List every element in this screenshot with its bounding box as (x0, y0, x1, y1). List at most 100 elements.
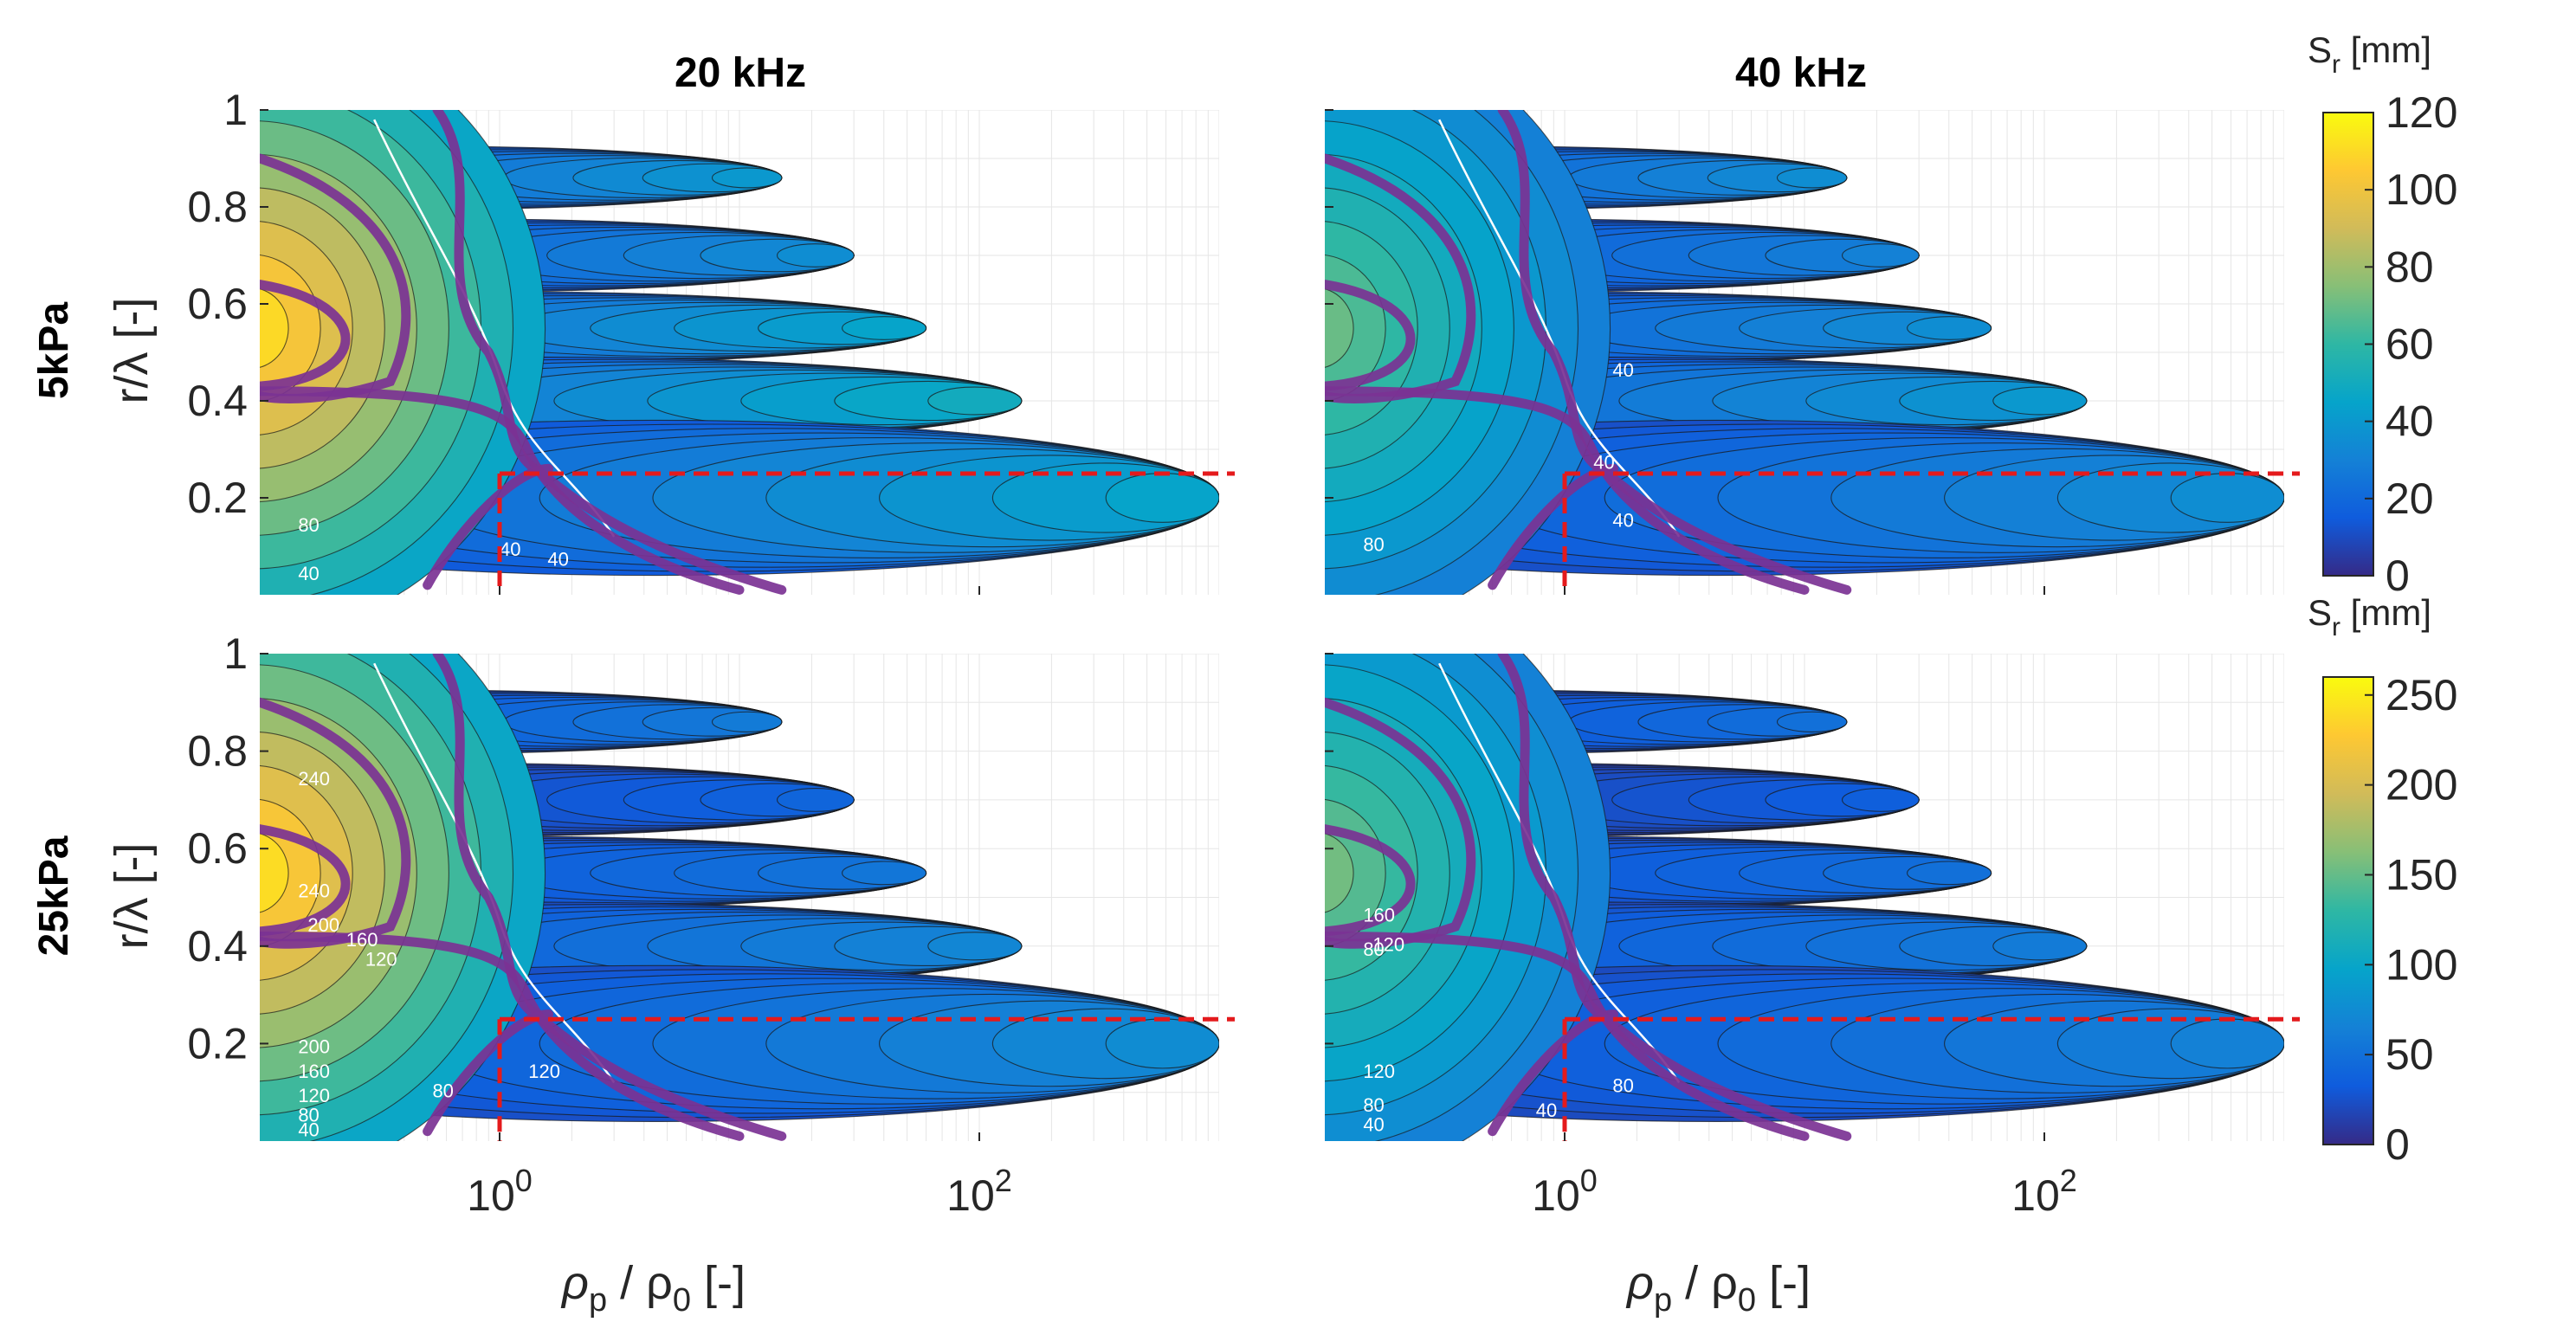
xlabel-rho-p: ρ (1625, 1257, 1654, 1309)
boundary-curve (1325, 697, 1476, 949)
high-region (1325, 654, 1611, 1141)
colorbar-title-sub: r (2332, 613, 2340, 642)
colorbar-ticks: 0 20 40 60 80 100 120 (2365, 88, 2457, 600)
colorbar-title: Sr [mm] (2308, 592, 2431, 642)
boundary-curve (1325, 824, 1416, 937)
ytick-label: 0.6 (187, 824, 248, 873)
lobe-band (711, 167, 783, 189)
ytick-label: 0.2 (187, 1019, 248, 1067)
xlabel-mid: / ρ (1672, 1257, 1738, 1309)
boundary-curve (260, 697, 411, 949)
boundary-curve (1488, 1009, 1619, 1137)
xtick-base: 10 (946, 1171, 995, 1220)
lobe-band (2170, 1018, 2284, 1069)
colorbar-title-s: S (2308, 592, 2332, 633)
ytick-label: 0.4 (187, 377, 248, 425)
xtick-exp: 0 (515, 1163, 533, 1198)
colorbar-title-unit: [mm] (2340, 592, 2431, 633)
colorbar-title-s: S (2308, 29, 2332, 70)
xlabel-sub-p: p (589, 1282, 607, 1319)
lobe-band (1776, 711, 1848, 732)
colorbar-tick-label: 0 (2386, 551, 2410, 600)
high-region (260, 654, 546, 1141)
xlabel-tail: [-] (691, 1257, 746, 1309)
boundary-curve (432, 110, 787, 595)
row-title-5kpa: 5kPa (31, 302, 77, 399)
colorbar-25kpa: Sr [mm] 0 50 100 150 200 250 (2308, 592, 2457, 1169)
contour-label: 160 (346, 929, 378, 951)
lobe-band (1841, 787, 1920, 812)
colorbar-tick-label: 20 (2386, 474, 2434, 523)
colorbar-title: Sr [mm] (2308, 29, 2431, 79)
boundary-curves (1325, 654, 1852, 1141)
contour-label: 40 (298, 1119, 319, 1140)
xlabel-sub-0: 0 (673, 1282, 691, 1319)
plot-content: 80 40 40 40 (1325, 110, 2284, 595)
boundary-curve (423, 1009, 554, 1137)
xlabel-sub-0: 0 (1738, 1282, 1756, 1319)
lobe-band (1105, 1018, 1219, 1069)
lobe-band (1992, 386, 2088, 416)
ytick-label: 1 (223, 86, 248, 134)
contour-label: 80 (1363, 534, 1384, 556)
lobe-band (842, 861, 927, 886)
contour-label: 80 (298, 1104, 319, 1125)
boundary-curve (260, 153, 411, 403)
xlabel-sub-p: p (1654, 1282, 1672, 1319)
col-title-20khz: 20 kHz (675, 50, 806, 96)
xtick-exp: 0 (1580, 1163, 1598, 1198)
high-band (260, 288, 289, 368)
contour-label: 40 (1536, 1100, 1557, 1121)
colorbar-tick-label: 150 (2386, 850, 2457, 899)
boundary-curve (423, 463, 554, 590)
lobe-band (1105, 473, 1219, 523)
contour-label: 80 (432, 1080, 453, 1101)
lobe-band (2170, 473, 2284, 523)
panel-2: 80 40 40 40 (1325, 109, 2300, 595)
lobes (260, 689, 1219, 1123)
colorbar-tick-label: 200 (2386, 761, 2457, 809)
panel-3: 2402402002001601208040120160801200.20.40… (187, 629, 1235, 1220)
contour-label: 240 (298, 768, 330, 790)
ytick-label: 0.2 (187, 474, 248, 522)
boundary-curves (1325, 110, 1852, 595)
xtick-base: 10 (2011, 1171, 2060, 1220)
boundary-curve (260, 932, 745, 1141)
ytick-label: 0.8 (187, 727, 248, 776)
xlabel-right: ρp / ρ0 [-] (1625, 1257, 1811, 1319)
contour-label: 200 (307, 914, 339, 936)
colorbar-5kpa: Sr [mm] 0 20 40 60 80 100 120 (2308, 29, 2457, 600)
contour-label: 40 (298, 563, 319, 584)
boundary-curve (1325, 386, 1810, 595)
xtick-exp: 2 (995, 1163, 1012, 1198)
boundary-curve (1497, 654, 1852, 1141)
xlabel-tail: [-] (1756, 1257, 1811, 1309)
contour-label: 120 (1372, 933, 1404, 955)
contour-label: 80 (1363, 938, 1384, 960)
contour-label: 120 (528, 1061, 560, 1082)
boundary-curve (1488, 463, 1619, 590)
colorbar-tick-label: 100 (2386, 940, 2457, 989)
boundary-curves (260, 110, 787, 595)
boundary-curve (1497, 110, 1852, 595)
colorbar-title-sub: r (2332, 50, 2340, 79)
colorbar-gradient (2322, 676, 2374, 1145)
colorbar-tick-label: 100 (2386, 165, 2457, 214)
xtick-label: 100 (467, 1163, 533, 1220)
boundary-curve (260, 386, 745, 595)
contour-label: 120 (298, 1085, 330, 1106)
col-title-40khz: 40 kHz (1735, 50, 1867, 96)
contour-label: 120 (1363, 1061, 1395, 1082)
lobe-band (1907, 316, 1992, 340)
contour-label: 80 (1612, 1075, 1633, 1097)
colorbar-tick-label: 60 (2386, 320, 2434, 369)
lobe-band (927, 386, 1023, 416)
contour-label: 40 (500, 539, 520, 560)
lobe-band (711, 711, 783, 732)
contour-label: 40 (547, 548, 568, 570)
lobe-band (1992, 932, 2088, 961)
colorbar-tick-label: 50 (2386, 1030, 2434, 1079)
